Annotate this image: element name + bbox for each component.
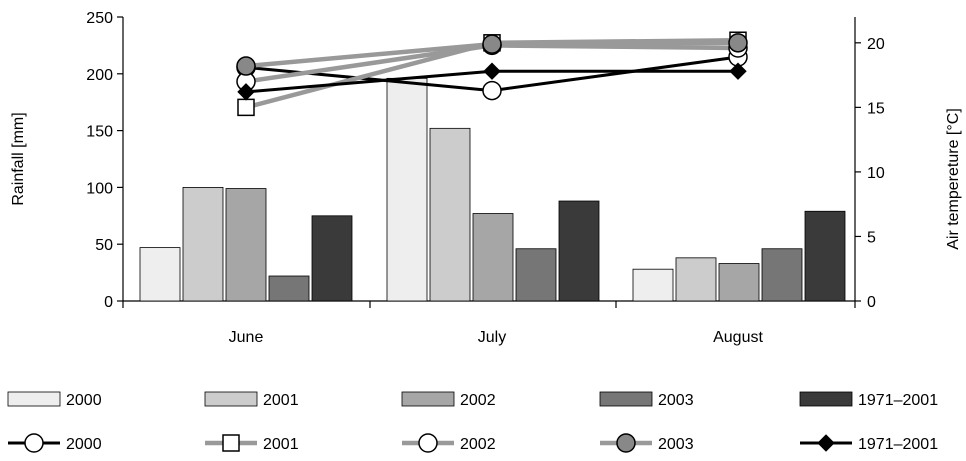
right-tick-label: 20 xyxy=(867,36,885,53)
left-tick-label: 200 xyxy=(86,67,113,84)
legend-label-line: 2001 xyxy=(263,436,299,453)
legend-label-bar: 2000 xyxy=(66,392,102,409)
legend-label-line: 2003 xyxy=(658,436,694,453)
point-2003-August xyxy=(728,33,748,53)
legend-label-line: 2000 xyxy=(66,436,102,453)
x-category-label: August xyxy=(713,329,763,346)
left-tick-label: 150 xyxy=(86,124,113,141)
legend-swatch-bar-2002 xyxy=(401,391,455,407)
left-axis-title: Rainfall [mm] xyxy=(10,112,27,205)
bar-2002-August xyxy=(718,263,760,302)
legend-label-bar: 2001 xyxy=(263,392,299,409)
bar-2001-July xyxy=(429,127,471,302)
bar-2002-June xyxy=(225,188,267,302)
legend-marker-2000 xyxy=(24,433,44,453)
legend-swatch-bar-2000 xyxy=(7,391,61,407)
bar-2003-July xyxy=(515,248,557,302)
axis-labels: Rainfall [mm] Air tempereture [°C] xyxy=(10,108,962,250)
bar-2002-July xyxy=(472,213,514,302)
bar-1971–2001-July xyxy=(558,200,600,302)
left-tick-label: 100 xyxy=(86,180,113,197)
legend-marker-1971–2001 xyxy=(817,434,835,452)
legend-label-line: 1971–2001 xyxy=(858,436,938,453)
x-category-label: June xyxy=(229,329,264,346)
legend-swatch-bar-2001 xyxy=(204,391,258,407)
bar-2001-June xyxy=(182,186,224,302)
x-category-label: July xyxy=(478,329,506,346)
legend-marker-2003 xyxy=(616,433,636,453)
point-1971–2001-August xyxy=(729,62,747,80)
left-tick-label: 250 xyxy=(86,10,113,27)
legend-swatch-bar-1971–2001 xyxy=(799,391,853,407)
point-2001-June xyxy=(237,98,255,117)
bar-1971–2001-June xyxy=(311,215,353,302)
bar-2000-July xyxy=(386,77,428,302)
bar-1971–2001-August xyxy=(804,210,846,302)
legend: 2000 2001 2002 2003 1971–2001 2000 2001 2002 200… xyxy=(7,391,938,453)
right-tick-label: 5 xyxy=(867,229,876,246)
bar-2001-August xyxy=(675,257,717,302)
right-tick-label: 10 xyxy=(867,165,885,182)
legend-marker-2002 xyxy=(418,433,438,453)
bar-2003-June xyxy=(268,275,310,302)
bar-2000-June xyxy=(139,247,181,302)
bar-2003-August xyxy=(761,248,803,302)
right-tick-label: 15 xyxy=(867,100,885,117)
line-series-group xyxy=(236,31,748,117)
legend-swatch-bar-2003 xyxy=(599,391,653,407)
bar-2000-August xyxy=(632,268,674,302)
axes: 0 50 100 150 200 250 0 5 10 15 20 June July August xyxy=(86,10,885,346)
right-axis-title: Air tempereture [°C] xyxy=(945,108,962,250)
left-tick-label: 0 xyxy=(104,294,113,311)
point-1971–2001-June xyxy=(237,83,255,101)
legend-label-line: 2002 xyxy=(460,436,496,453)
point-2000-July xyxy=(482,80,502,101)
legend-label-bar: 2002 xyxy=(460,392,496,409)
legend-label-bar: 2003 xyxy=(658,392,694,409)
legend-marker-2001 xyxy=(222,434,240,452)
legend-label-bar: 1971–2001 xyxy=(858,392,938,409)
right-tick-label: 0 xyxy=(867,294,876,311)
point-2003-June xyxy=(236,56,256,76)
left-tick-label: 50 xyxy=(95,237,113,254)
point-2003-July xyxy=(482,34,502,54)
point-1971–2001-July xyxy=(483,62,501,80)
bar-series-group xyxy=(139,77,846,302)
